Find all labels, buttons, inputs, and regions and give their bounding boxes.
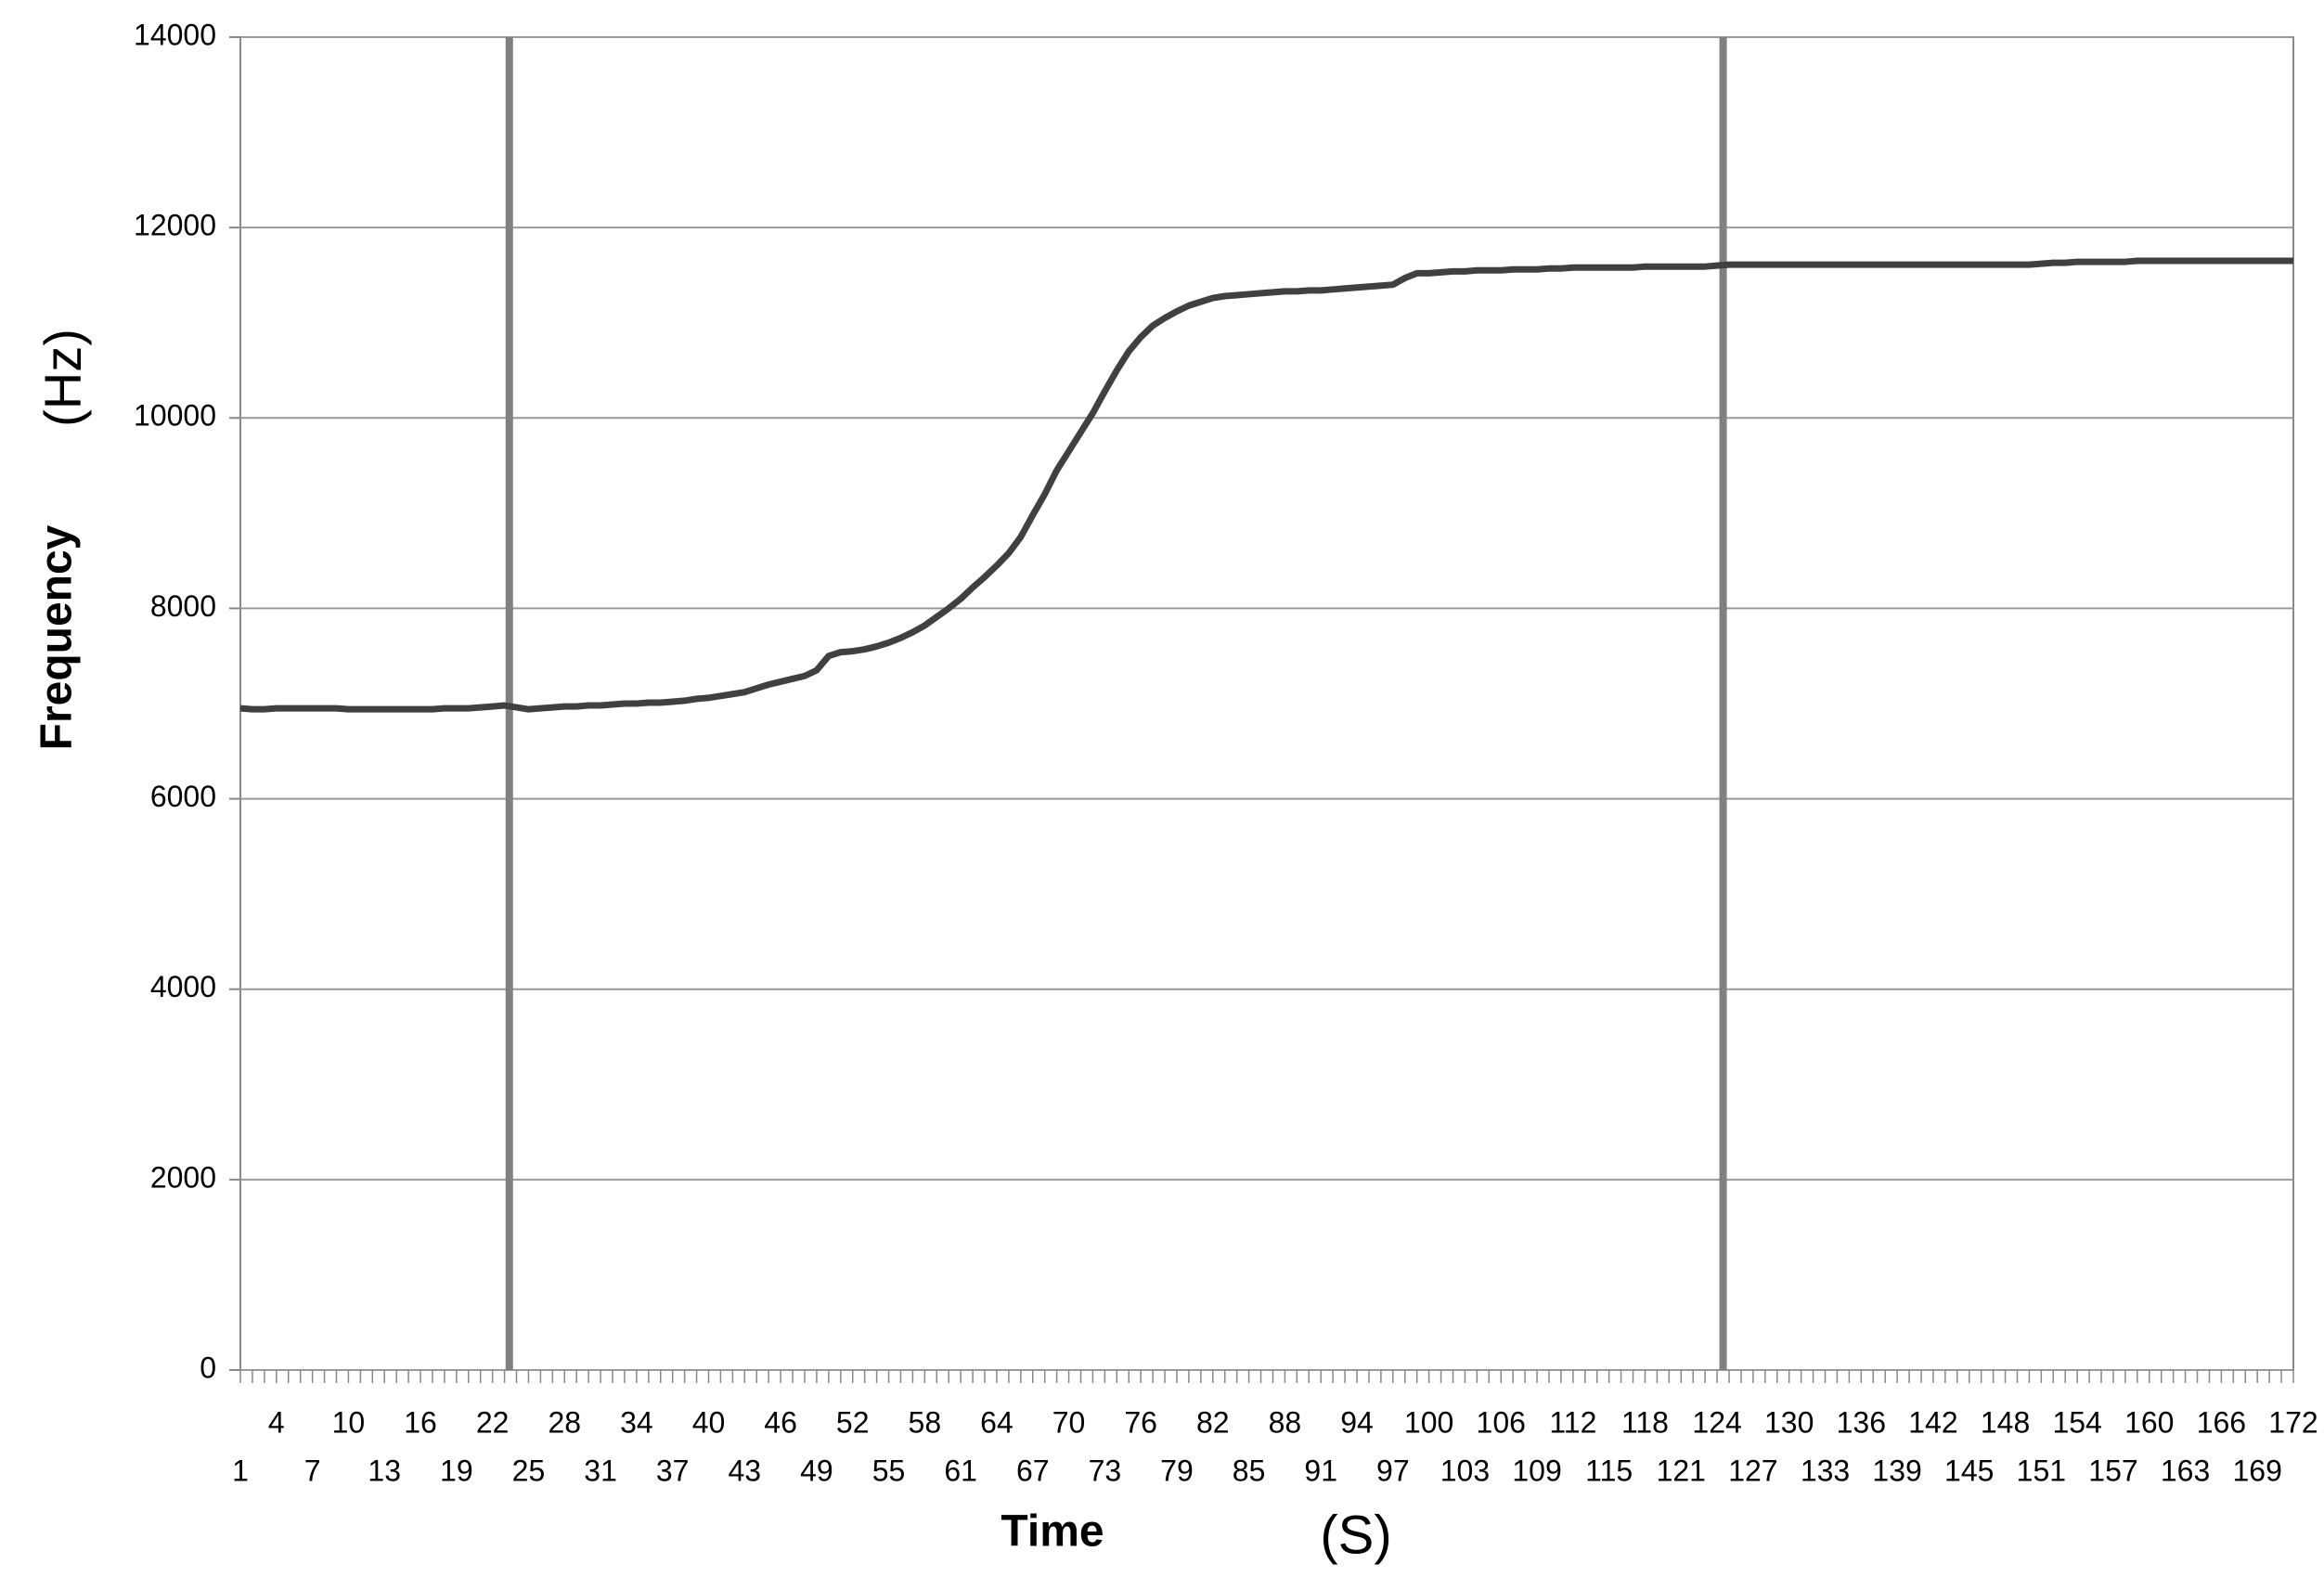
x-tick-label: 34 xyxy=(620,1405,653,1439)
y-tick-label: 4000 xyxy=(150,970,216,1003)
x-tick-label: 67 xyxy=(1016,1454,1050,1487)
x-tick-label: 136 xyxy=(1837,1405,1886,1439)
x-tick-label: 106 xyxy=(1477,1405,1526,1439)
x-tick-label: 166 xyxy=(2197,1405,2246,1439)
x-tick-label: 142 xyxy=(1908,1405,1957,1439)
x-tick-label: 118 xyxy=(1621,1405,1669,1439)
x-tick-label: 148 xyxy=(1981,1405,2030,1439)
y-tick-label: 2000 xyxy=(150,1160,216,1194)
y-tick-label: 12000 xyxy=(134,209,216,242)
x-tick-label: 172 xyxy=(2268,1405,2318,1439)
x-tick-label: 61 xyxy=(944,1454,977,1487)
x-tick-label: 139 xyxy=(1872,1454,1921,1487)
x-tick-label: 82 xyxy=(1196,1405,1230,1439)
y-axis-label: Frequency xyxy=(32,524,82,750)
x-axis-unit: (S) xyxy=(1320,1505,1391,1565)
x-tick-label: 151 xyxy=(2017,1454,2066,1487)
x-tick-label: 124 xyxy=(1692,1405,1741,1439)
y-tick-label: 14000 xyxy=(134,18,216,51)
x-tick-label: 115 xyxy=(1585,1454,1633,1487)
x-axis-label: Time xyxy=(1001,1507,1104,1557)
x-tick-label: 43 xyxy=(729,1454,762,1487)
x-tick-label: 73 xyxy=(1089,1454,1122,1487)
x-tick-label: 121 xyxy=(1657,1454,1706,1487)
x-tick-label: 7 xyxy=(304,1454,321,1487)
x-tick-label: 145 xyxy=(1944,1454,1994,1487)
x-tick-label: 49 xyxy=(800,1454,833,1487)
x-tick-label: 10 xyxy=(332,1405,366,1439)
x-tick-label: 64 xyxy=(980,1405,1014,1439)
x-tick-label: 157 xyxy=(2088,1454,2137,1487)
x-tick-label: 91 xyxy=(1304,1454,1337,1487)
y-tick-label: 0 xyxy=(200,1351,216,1384)
data-line xyxy=(239,257,2293,713)
x-tick-label: 70 xyxy=(1052,1405,1086,1439)
x-tick-label: 37 xyxy=(656,1454,690,1487)
x-tick-label: 1 xyxy=(232,1454,249,1487)
x-tick-label: 40 xyxy=(692,1405,726,1439)
x-tick-label: 100 xyxy=(1404,1405,1453,1439)
x-tick-label: 22 xyxy=(476,1405,510,1439)
x-tick-label: 31 xyxy=(584,1454,617,1487)
x-tick-label: 28 xyxy=(548,1405,581,1439)
x-tick-label: 103 xyxy=(1440,1454,1490,1487)
x-tick-label: 55 xyxy=(872,1454,906,1487)
x-tick-label: 79 xyxy=(1160,1454,1194,1487)
x-tick-label: 25 xyxy=(512,1454,546,1487)
x-tick-label: 154 xyxy=(2052,1405,2101,1439)
x-tick-label: 160 xyxy=(2124,1405,2174,1439)
y-tick-label: 10000 xyxy=(134,399,216,433)
x-tick-label: 112 xyxy=(1549,1405,1596,1439)
x-tick-label: 46 xyxy=(764,1405,797,1439)
x-tick-label: 13 xyxy=(368,1454,401,1487)
x-tick-label: 127 xyxy=(1728,1454,1777,1487)
x-tick-label: 52 xyxy=(836,1405,870,1439)
y-axis-unit: (Hz) xyxy=(33,329,92,427)
x-tick-label: 58 xyxy=(909,1405,942,1439)
x-tick-label: 19 xyxy=(440,1454,473,1487)
y-tick-label: 8000 xyxy=(150,589,216,623)
x-tick-label: 169 xyxy=(2232,1454,2281,1487)
x-tick-label: 94 xyxy=(1340,1405,1374,1439)
x-tick-label: 163 xyxy=(2161,1454,2210,1487)
x-tick-label: 133 xyxy=(1801,1454,1850,1487)
x-tick-label: 130 xyxy=(1764,1405,1814,1439)
x-tick-label: 88 xyxy=(1269,1405,1302,1439)
x-tick-label: 76 xyxy=(1124,1405,1157,1439)
x-tick-label: 97 xyxy=(1376,1454,1410,1487)
x-tick-label: 85 xyxy=(1233,1454,1266,1487)
y-tick-label: 6000 xyxy=(150,780,216,813)
x-tick-label: 4 xyxy=(268,1405,285,1439)
x-tick-label: 16 xyxy=(404,1405,437,1439)
x-tick-label: 109 xyxy=(1512,1454,1561,1487)
plot-frame xyxy=(239,36,2294,1371)
